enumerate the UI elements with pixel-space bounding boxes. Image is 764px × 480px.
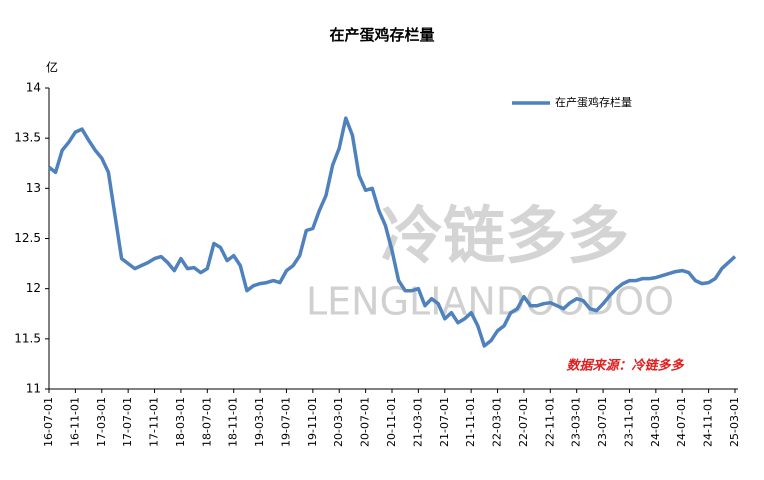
x-tick-label: 20-03-01 xyxy=(332,397,345,447)
x-tick-label: 20-07-01 xyxy=(359,397,372,447)
x-tick-label: 24-07-01 xyxy=(675,397,688,447)
x-tick-label: 23-11-01 xyxy=(622,397,635,447)
x-tick-label: 23-07-01 xyxy=(596,397,609,447)
x-tick-label: 21-11-01 xyxy=(464,397,477,447)
x-tick-label: 17-11-01 xyxy=(148,397,161,447)
x-tick-label: 22-03-01 xyxy=(491,397,504,447)
x-tick-label: 18-03-01 xyxy=(174,397,187,447)
x-tick-label: 18-11-01 xyxy=(227,397,240,447)
chart-title: 在产蛋鸡存栏量 xyxy=(329,26,434,44)
x-tick-label: 23-03-01 xyxy=(570,397,583,447)
x-tick-label: 16-11-01 xyxy=(68,397,81,447)
x-tick-label: 17-07-01 xyxy=(121,397,134,447)
x-tick-label: 19-11-01 xyxy=(306,397,319,447)
watermark: 冷链多多 xyxy=(381,199,629,272)
x-tick-label: 20-11-01 xyxy=(385,397,398,447)
y-tick-label: 12.5 xyxy=(14,231,41,245)
source-note: 数据来源：冷链多多 xyxy=(566,358,684,374)
y-unit: 亿 xyxy=(46,60,58,75)
x-tick-label: 22-11-01 xyxy=(543,397,556,447)
y-tick-label: 14 xyxy=(26,81,41,95)
series-line xyxy=(47,116,737,348)
watermark: LENGLIANDOODOO xyxy=(306,280,674,324)
x-tick-label: 19-07-01 xyxy=(279,397,292,447)
y-tick-label: 12 xyxy=(26,281,41,295)
x-tick-label: 19-03-01 xyxy=(253,397,266,447)
x-tick-label: 24-11-01 xyxy=(702,397,715,447)
x-tick-label: 25-03-01 xyxy=(728,397,741,447)
x-tick-label: 24-03-01 xyxy=(649,397,662,447)
x-tick-label: 21-03-01 xyxy=(411,397,424,447)
x-tick-label: 17-03-01 xyxy=(95,397,108,447)
y-tick-label: 13.5 xyxy=(14,131,41,145)
y-tick-label: 11 xyxy=(26,382,41,396)
x-tick-label: 21-07-01 xyxy=(438,397,451,447)
x-tick-label: 22-07-01 xyxy=(517,397,530,447)
legend-label: 在产蛋鸡存栏量 xyxy=(555,95,632,109)
x-tick-label: 16-07-01 xyxy=(42,397,55,447)
y-tick-label: 11.5 xyxy=(14,331,41,345)
y-tick-label: 13 xyxy=(26,181,41,195)
x-tick-label: 18-07-01 xyxy=(200,397,213,447)
